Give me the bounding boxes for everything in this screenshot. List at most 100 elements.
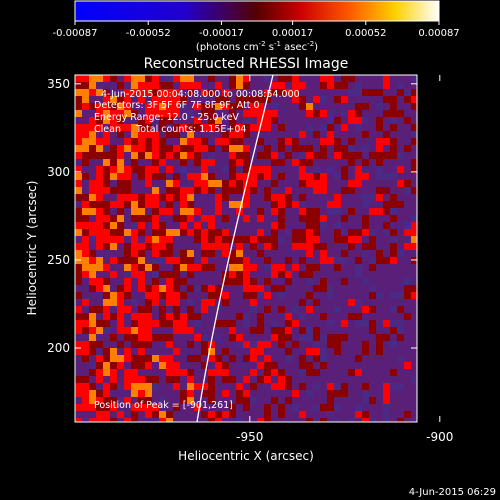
- heatmap-cell: [82, 222, 90, 230]
- heatmap-cell: [257, 89, 265, 97]
- heatmap-cell: [390, 152, 398, 160]
- heatmap-cell: [110, 334, 118, 342]
- heatmap-cell: [89, 306, 97, 314]
- heatmap-cell: [327, 152, 335, 160]
- heatmap-cell: [250, 117, 258, 125]
- heatmap-cell: [201, 124, 209, 132]
- heatmap-cell: [236, 355, 244, 363]
- heatmap-cell: [306, 341, 314, 349]
- heatmap-cell: [117, 152, 125, 160]
- heatmap-cell: [96, 376, 104, 384]
- heatmap-cell: [138, 278, 146, 286]
- heatmap-cell: [411, 355, 417, 363]
- heatmap-cell: [75, 166, 83, 174]
- heatmap-cell: [103, 229, 111, 237]
- heatmap-cell: [110, 320, 118, 328]
- heatmap-cell: [320, 306, 328, 314]
- heatmap-cell: [257, 229, 265, 237]
- heatmap-cell: [89, 82, 97, 90]
- heatmap-cell: [264, 348, 272, 356]
- heatmap-cell: [75, 334, 83, 342]
- heatmap-cell: [75, 236, 83, 244]
- heatmap-cell: [208, 362, 216, 370]
- heatmap-cell: [187, 383, 195, 391]
- heatmap-cell: [131, 180, 139, 188]
- heatmap-cell: [411, 369, 417, 377]
- heatmap-cell: [110, 166, 118, 174]
- heatmap-cell: [124, 110, 132, 118]
- heatmap-cell: [397, 215, 405, 223]
- heatmap-cell: [383, 348, 391, 356]
- heatmap-cell: [194, 334, 202, 342]
- heatmap-cell: [334, 201, 342, 209]
- heatmap-cell: [327, 327, 335, 335]
- heatmap-cell: [404, 82, 412, 90]
- heatmap-cell: [103, 418, 111, 422]
- heatmap-cell: [82, 194, 90, 202]
- heatmap-cell: [320, 278, 328, 286]
- heatmap-cell: [250, 124, 258, 132]
- heatmap-cell: [285, 397, 293, 405]
- heatmap-cell: [152, 299, 160, 307]
- heatmap-cell: [313, 390, 321, 398]
- heatmap-cell: [383, 194, 391, 202]
- heatmap-cell: [89, 236, 97, 244]
- heatmap-cell: [201, 236, 209, 244]
- heatmap-cell: [369, 341, 377, 349]
- heatmap-cell: [138, 201, 146, 209]
- heatmap-cell: [222, 89, 230, 97]
- heatmap-cell: [124, 180, 132, 188]
- heatmap-cell: [390, 299, 398, 307]
- heatmap-cell: [124, 348, 132, 356]
- heatmap-cell: [89, 166, 97, 174]
- heatmap-cell: [292, 236, 300, 244]
- heatmap-cell: [355, 404, 363, 412]
- annotation-detectors: Detectors: 3F 5F 6F 7F 8F 9F, Att 0: [94, 100, 260, 111]
- heatmap-cell: [229, 355, 237, 363]
- heatmap-cell: [82, 369, 90, 377]
- heatmap-cell: [264, 418, 272, 422]
- heatmap-cell: [299, 362, 307, 370]
- heatmap-cell: [348, 131, 356, 139]
- heatmap-cell: [117, 390, 125, 398]
- heatmap-cell: [201, 397, 209, 405]
- heatmap-cell: [250, 257, 258, 265]
- heatmap-cell: [306, 348, 314, 356]
- heatmap-cell: [320, 243, 328, 251]
- heatmap-cell: [306, 110, 314, 118]
- heatmap-cell: [131, 201, 139, 209]
- heatmap-cell: [320, 236, 328, 244]
- heatmap-cell: [376, 250, 384, 258]
- axis-ticks: -950-900-850200250300350: [47, 75, 453, 444]
- heatmap-cell: [194, 327, 202, 335]
- heatmap-cell: [390, 131, 398, 139]
- heatmap-cell: [306, 362, 314, 370]
- heatmap-cell: [110, 348, 118, 356]
- heatmap-cell: [306, 96, 314, 104]
- heatmap-cell: [166, 383, 174, 391]
- heatmap-cell: [138, 82, 146, 90]
- heatmap-cell: [173, 117, 181, 125]
- heatmap-cell: [264, 292, 272, 300]
- heatmap-cell: [75, 257, 83, 265]
- heatmap-cell: [215, 187, 223, 195]
- heatmap-cell: [215, 208, 223, 216]
- heatmap-cell: [82, 299, 90, 307]
- heatmap-cell: [89, 334, 97, 342]
- heatmap-cell: [411, 75, 417, 83]
- heatmap-cell: [222, 131, 230, 139]
- heatmap-cell: [145, 215, 153, 223]
- heatmap-cell: [334, 327, 342, 335]
- heatmap-cell: [96, 418, 104, 422]
- heatmap-cell: [215, 320, 223, 328]
- heatmap-cell: [103, 110, 111, 118]
- heatmap-cell: [369, 257, 377, 265]
- heatmap-cell: [299, 131, 307, 139]
- heatmap-cell: [229, 327, 237, 335]
- heatmap-cell: [222, 180, 230, 188]
- heatmap-cell: [313, 313, 321, 321]
- heatmap-cell: [103, 103, 111, 111]
- heatmap-cell: [75, 285, 83, 293]
- heatmap-cell: [320, 313, 328, 321]
- heatmap-cell: [411, 152, 417, 160]
